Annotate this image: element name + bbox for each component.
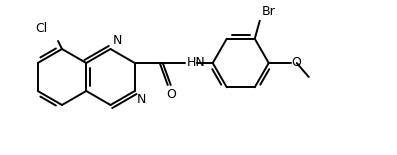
Text: Cl: Cl [36, 22, 48, 35]
Text: O: O [292, 57, 302, 69]
Text: O: O [166, 88, 176, 101]
Text: N: N [137, 93, 146, 106]
Text: Br: Br [262, 5, 276, 18]
Text: N: N [112, 34, 122, 47]
Text: HN: HN [187, 55, 206, 69]
